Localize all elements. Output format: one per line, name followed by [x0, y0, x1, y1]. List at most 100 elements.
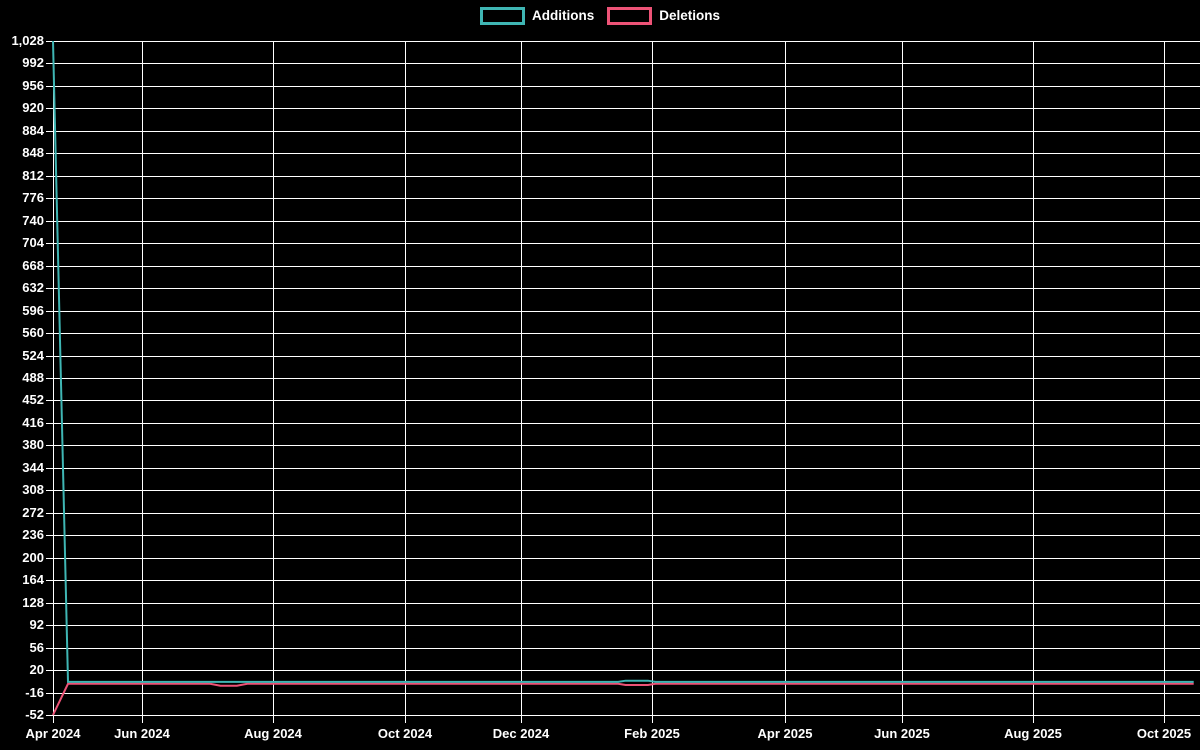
y-tick-mark	[46, 670, 53, 672]
x-axis-tick-label: Oct 2025	[1136, 726, 1192, 741]
y-tick-mark	[46, 288, 53, 290]
y-gridline	[53, 400, 1200, 402]
x-tick-mark	[273, 715, 274, 723]
legend-item-deletions[interactable]: Deletions	[607, 7, 720, 25]
x-axis-tick-label: Oct 2024	[377, 726, 433, 741]
y-gridline	[53, 108, 1200, 110]
y-axis-tick-label: 524	[22, 347, 44, 363]
x-axis-tick-label: Aug 2025	[1004, 726, 1062, 741]
y-gridline	[53, 557, 1200, 559]
y-gridline	[53, 333, 1200, 335]
y-gridline	[53, 445, 1200, 447]
y-axis-tick-label: 596	[22, 302, 44, 318]
legend-label-deletions: Deletions	[659, 8, 720, 23]
x-gridline	[142, 41, 143, 715]
x-axis-tick-label: Apr 2024	[25, 726, 81, 741]
x-axis-tick-label: Aug 2024	[244, 726, 302, 741]
y-gridline	[53, 175, 1200, 177]
y-gridline	[53, 265, 1200, 267]
y-gridline	[53, 715, 1200, 716]
y-axis-tick-label: -16	[25, 684, 44, 700]
y-tick-mark	[46, 198, 53, 200]
y-tick-mark	[46, 647, 53, 649]
y-tick-mark	[46, 625, 53, 627]
y-axis-tick-label: -52	[25, 707, 44, 722]
x-gridline	[785, 41, 786, 715]
x-axis-tick-label: Dec 2024	[492, 726, 550, 741]
y-gridline	[53, 467, 1200, 469]
y-axis-tick-label: 992	[22, 55, 44, 71]
y-axis-tick-label: 416	[22, 414, 44, 430]
x-gridline	[902, 41, 903, 715]
x-gridline	[273, 41, 274, 715]
y-gridline	[53, 692, 1200, 694]
y-tick-mark	[46, 310, 53, 312]
y-axis-tick-label: 20	[29, 662, 44, 678]
y-tick-mark	[46, 467, 53, 469]
x-tick-mark	[1164, 715, 1165, 723]
y-tick-mark	[46, 175, 53, 177]
y-axis-tick-label: 560	[22, 325, 44, 341]
y-gridline	[53, 198, 1200, 200]
y-axis-tick-label: 128	[22, 594, 44, 610]
deletions-swatch-icon	[607, 7, 653, 25]
y-tick-mark	[46, 557, 53, 559]
y-axis-tick-label: 704	[22, 235, 44, 251]
x-tick-mark	[142, 715, 143, 723]
x-tick-mark	[405, 715, 406, 723]
y-axis-tick-label: 200	[22, 549, 44, 565]
x-gridline	[1164, 41, 1165, 715]
y-axis-tick-label: 848	[22, 145, 44, 161]
y-gridline	[53, 378, 1200, 379]
y-axis-tick-label: 272	[22, 504, 44, 520]
y-gridline	[53, 602, 1200, 604]
x-tick-mark	[785, 715, 786, 723]
y-gridline	[53, 41, 1200, 42]
y-tick-mark	[46, 535, 53, 537]
y-gridline	[53, 535, 1200, 537]
y-tick-mark	[46, 692, 53, 694]
y-gridline	[53, 85, 1200, 87]
y-gridline	[53, 153, 1200, 155]
y-axis-tick-label: 308	[22, 482, 44, 498]
x-tick-mark	[1033, 715, 1034, 723]
y-axis-tick-label: 956	[22, 77, 44, 93]
y-gridline	[53, 220, 1200, 222]
additions-swatch-icon	[479, 7, 525, 25]
y-tick-mark	[46, 243, 53, 245]
y-tick-mark	[46, 63, 53, 65]
y-axis-tick-label: 380	[22, 437, 44, 453]
y-gridline	[53, 310, 1200, 312]
x-gridline	[1033, 41, 1034, 715]
x-gridline	[405, 41, 406, 715]
y-axis-tick-label: 740	[22, 212, 44, 228]
y-tick-mark	[46, 580, 53, 582]
legend-label-additions: Additions	[531, 8, 595, 23]
x-gridline	[53, 41, 54, 715]
x-tick-mark	[53, 715, 54, 723]
x-tick-mark	[521, 715, 522, 723]
y-axis-tick-label: 236	[22, 527, 44, 543]
y-axis-tick-label: 1,028	[11, 33, 44, 48]
y-tick-mark	[46, 333, 53, 335]
y-axis-tick-label: 884	[22, 122, 44, 138]
y-axis-tick-label: 488	[22, 370, 44, 385]
y-gridline	[53, 355, 1200, 357]
y-tick-mark	[46, 512, 53, 514]
y-gridline	[53, 647, 1200, 649]
series-line-deletions	[52, 682, 1194, 716]
series-line-additions	[52, 40, 1194, 683]
y-axis-tick-label: 56	[29, 639, 44, 655]
y-axis-tick-label: 776	[22, 190, 44, 206]
y-axis-tick-label: 344	[22, 459, 44, 475]
y-tick-mark	[46, 265, 53, 267]
y-tick-mark	[46, 400, 53, 402]
y-tick-mark	[46, 422, 53, 424]
legend-item-additions[interactable]: Additions	[479, 7, 595, 25]
y-gridline	[53, 670, 1200, 672]
y-tick-mark	[46, 602, 53, 604]
y-gridline	[53, 288, 1200, 290]
y-gridline	[53, 580, 1200, 582]
